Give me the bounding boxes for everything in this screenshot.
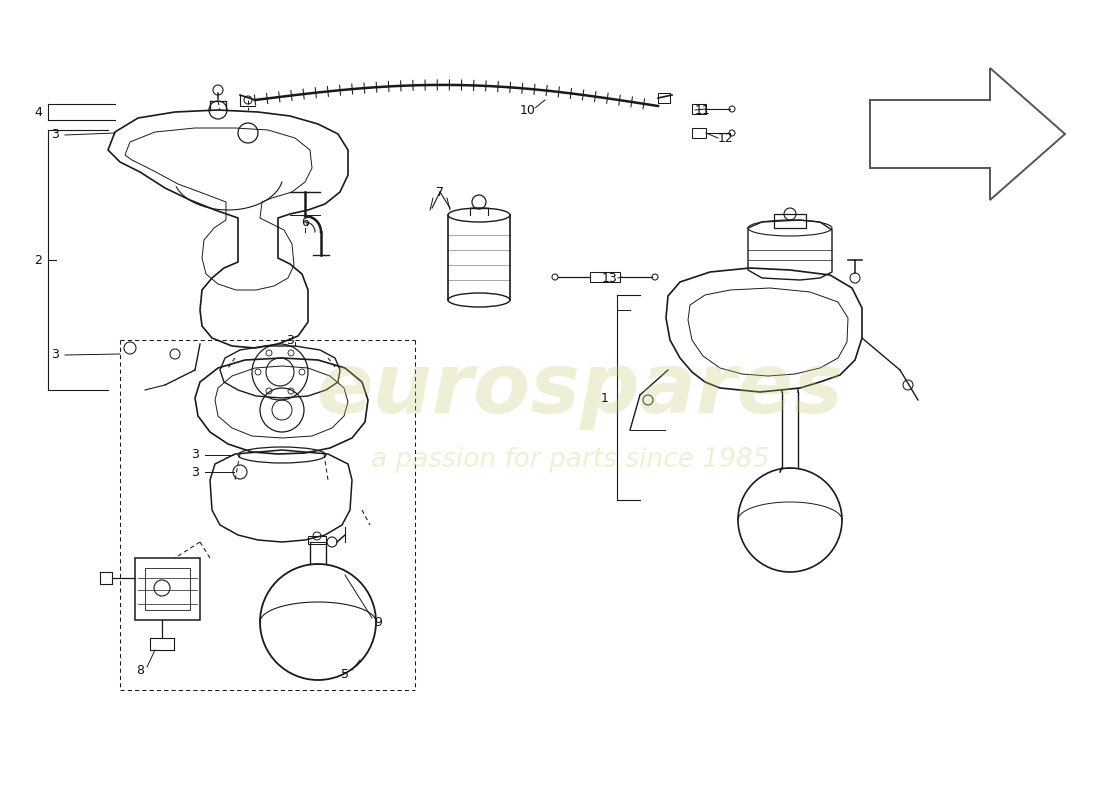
Text: 10: 10: [520, 103, 536, 117]
Text: 4: 4: [34, 106, 42, 118]
Text: eurospares: eurospares: [317, 350, 844, 430]
Bar: [692, 128, 706, 138]
Text: 7: 7: [436, 186, 444, 198]
Text: 2: 2: [34, 254, 42, 266]
Text: 6: 6: [301, 215, 309, 229]
Text: a passion for parts since 1985: a passion for parts since 1985: [371, 447, 769, 473]
Text: 12: 12: [718, 131, 734, 145]
Text: 1: 1: [601, 391, 609, 405]
Bar: [590, 272, 620, 282]
Text: 11: 11: [695, 103, 711, 117]
Text: 3: 3: [191, 466, 199, 478]
Bar: [145, 568, 190, 610]
Bar: [658, 93, 670, 103]
Bar: [692, 104, 706, 114]
Text: 3: 3: [51, 129, 59, 142]
Text: 13: 13: [602, 271, 618, 285]
Text: 3: 3: [51, 349, 59, 362]
Text: 3: 3: [286, 334, 294, 346]
Text: 3: 3: [191, 449, 199, 462]
Text: 5: 5: [341, 669, 349, 682]
Bar: [308, 536, 326, 544]
Bar: [135, 558, 200, 620]
Text: 9: 9: [374, 615, 382, 629]
Text: 8: 8: [136, 663, 144, 677]
